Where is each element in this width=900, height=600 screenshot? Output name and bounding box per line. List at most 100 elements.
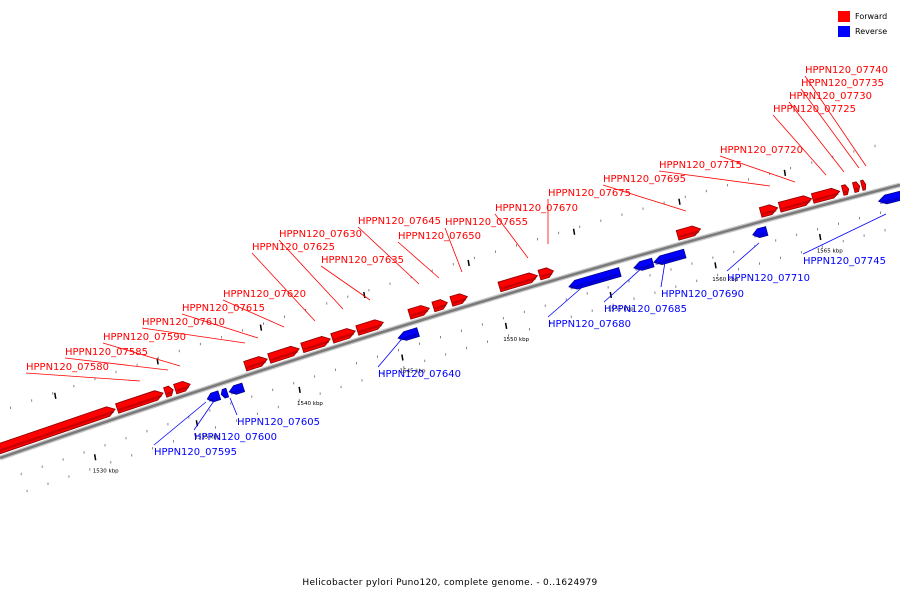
kbp-upper-tick (259, 324, 263, 331)
forward-gene-label[interactable]: HPPN120_07615 (182, 303, 265, 314)
kbp-upper-tick (467, 259, 470, 267)
reverse-label: Reverse (855, 26, 888, 36)
label-leader (320, 265, 371, 301)
forward-gene-label[interactable]: HPPN120_07620 (223, 289, 306, 300)
forward-gene-label[interactable]: HPPN120_07625 (252, 242, 335, 253)
reverse-gene-label[interactable]: HPPN120_07640 (378, 369, 461, 380)
forward-gene-arrow[interactable] (840, 184, 850, 196)
forward-gene-label[interactable]: HPPN120_07645 (358, 216, 441, 227)
gene-shade (540, 272, 553, 278)
reverse-gene-arrow[interactable] (220, 387, 230, 399)
reverse-gene-label[interactable]: HPPN120_07595 (154, 447, 237, 458)
label-leader (660, 261, 666, 288)
forward-gene-arrow[interactable] (173, 381, 191, 395)
forward-gene-label[interactable]: HPPN120_07735 (801, 78, 884, 89)
forward-gene-arrow[interactable] (267, 345, 300, 364)
label-leader (181, 313, 259, 339)
gene-shade (222, 393, 227, 398)
reverse-gene-arrow[interactable] (397, 327, 420, 342)
reverse-gene-label[interactable]: HPPN120_07745 (803, 256, 886, 267)
gene-arrow (407, 305, 431, 320)
forward-gene-label[interactable]: HPPN120_07715 (659, 160, 742, 171)
forward-gene-arrow[interactable] (115, 390, 164, 414)
forward-gene-arrow[interactable] (810, 187, 841, 204)
forward-gene-label[interactable]: HPPN120_07635 (321, 255, 404, 266)
forward-gene-arrow[interactable] (449, 293, 469, 307)
forward-gene-arrow[interactable] (407, 305, 431, 320)
gene-arrow (859, 179, 867, 191)
kbp-tick-label: 1530 kbp (93, 468, 119, 474)
reverse-gene-arrow[interactable] (568, 267, 622, 290)
gene-arrow (300, 336, 331, 354)
reverse-gene-label[interactable]: HPPN120_07690 (661, 289, 744, 300)
reverse-gene-label[interactable]: HPPN120_07710 (727, 273, 810, 284)
gene-arrow (497, 272, 539, 293)
gene-shade (333, 332, 355, 342)
forward-gene-arrow[interactable] (0, 406, 116, 455)
forward-gene-label[interactable]: HPPN120_07590 (103, 332, 186, 343)
forward-gene-label[interactable]: HPPN120_07720 (720, 145, 803, 156)
label-leader (64, 357, 169, 371)
forward-gene-arrow[interactable] (675, 225, 702, 241)
forward-gene-label[interactable]: HPPN120_07725 (773, 104, 856, 115)
kbp-major-tick (298, 386, 301, 393)
gene-arrow (633, 257, 655, 271)
forward-gene-arrow[interactable] (851, 181, 861, 193)
gene-shade (0, 410, 115, 452)
forward-swatch (838, 10, 850, 22)
forward-gene-arrow[interactable] (330, 328, 356, 344)
forward-gene-label[interactable]: HPPN120_07655 (445, 217, 528, 228)
forward-label: Forward (855, 11, 888, 21)
reverse-gene-label[interactable]: HPPN120_07605 (237, 417, 320, 428)
gene-arrow (752, 226, 769, 239)
forward-gene-arrow[interactable] (758, 204, 779, 218)
gene-shade (358, 323, 383, 334)
gene-arrow (840, 184, 850, 196)
legend-reverse: Reverse (838, 24, 898, 38)
forward-gene-label[interactable]: HPPN120_07730 (789, 91, 872, 102)
forward-gene-label[interactable]: HPPN120_07630 (279, 229, 362, 240)
gene-arrow (675, 225, 702, 241)
forward-gene-label[interactable]: HPPN120_07610 (142, 317, 225, 328)
reverse-gene-arrow[interactable] (206, 390, 222, 403)
gene-shade (500, 276, 537, 290)
reverse-gene-arrow[interactable] (877, 190, 900, 205)
forward-gene-label[interactable]: HPPN120_07650 (398, 231, 481, 242)
forward-gene-arrow[interactable] (163, 385, 174, 398)
forward-gene-arrow[interactable] (300, 336, 331, 354)
label-leader (153, 401, 207, 446)
forward-gene-arrow[interactable] (859, 179, 867, 191)
gene-arrow (653, 248, 687, 266)
forward-gene-label[interactable]: HPPN120_07580 (26, 362, 109, 373)
label-leader (397, 241, 440, 279)
forward-gene-arrow[interactable] (537, 267, 555, 281)
forward-gene-label[interactable]: HPPN120_07585 (65, 347, 148, 358)
forward-gene-arrow[interactable] (431, 299, 448, 313)
gene-arrow (206, 390, 222, 403)
forward-gene-label[interactable]: HPPN120_07675 (548, 188, 631, 199)
forward-gene-arrow[interactable] (497, 272, 539, 293)
gene-shade (635, 263, 652, 271)
forward-gene-label[interactable]: HPPN120_07695 (603, 174, 686, 185)
gene-arrow (220, 387, 230, 399)
label-leader (25, 372, 141, 382)
reverse-gene-arrow[interactable] (633, 257, 655, 271)
reverse-gene-label[interactable]: HPPN120_07680 (548, 319, 631, 330)
label-leader (602, 184, 687, 212)
reverse-gene-arrow[interactable] (228, 382, 246, 395)
reverse-gene-arrow[interactable] (752, 226, 769, 239)
forward-gene-label[interactable]: HPPN120_07740 (805, 65, 888, 76)
label-leader (802, 213, 887, 255)
forward-gene-arrow[interactable] (777, 195, 813, 213)
kbp-tick-label: 1540 kbp (297, 401, 323, 407)
gene-arrow (173, 381, 191, 395)
reverse-gene-label[interactable]: HPPN120_07685 (604, 304, 687, 315)
reverse-gene-arrow[interactable] (653, 248, 687, 266)
gene-arrow (851, 181, 861, 193)
kbp-upper-tick (783, 169, 787, 177)
reverse-gene-label[interactable]: HPPN120_07600 (194, 432, 277, 443)
forward-gene-arrow[interactable] (355, 319, 385, 336)
forward-gene-arrow[interactable] (243, 356, 268, 372)
gene-shade (208, 396, 219, 402)
forward-gene-label[interactable]: HPPN120_07670 (495, 203, 578, 214)
